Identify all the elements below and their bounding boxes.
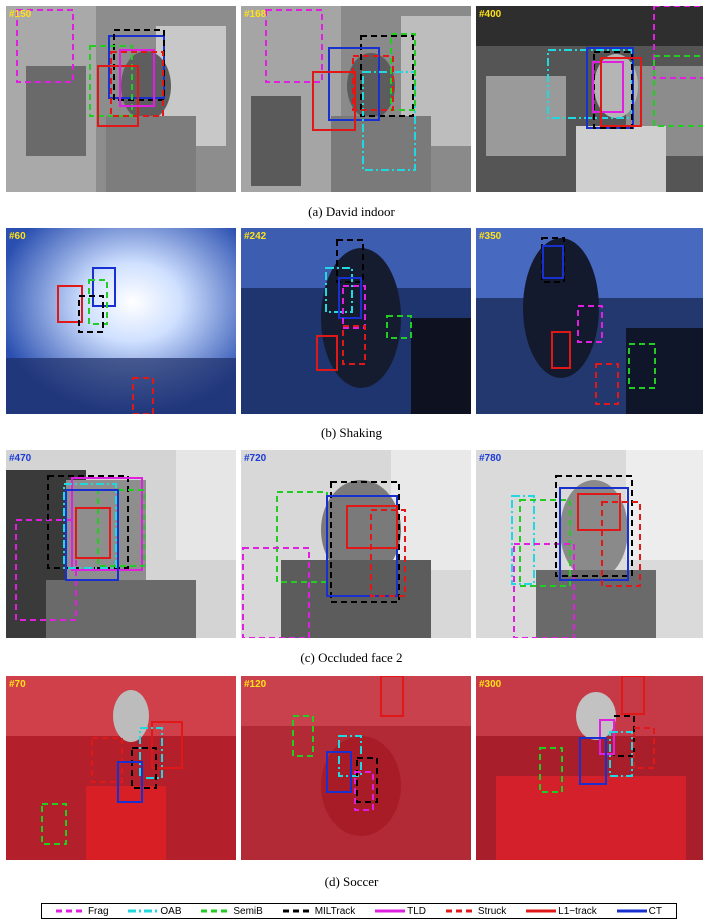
legend-label: Frag xyxy=(87,905,109,917)
frame-number: #120 xyxy=(244,679,267,690)
david-frame-2 xyxy=(241,6,471,192)
occluded-frame-2 xyxy=(241,450,471,638)
shaking-frame-1 xyxy=(6,228,236,414)
frame-number: #470 xyxy=(9,453,32,464)
frame-image: #350 xyxy=(476,228,703,414)
frame-number: #168 xyxy=(244,9,267,20)
frame-image: #720 xyxy=(241,450,471,638)
caption-b: (b) Shaking xyxy=(320,425,383,440)
frame-number: #242 xyxy=(244,231,267,242)
legend-item-struck: Struck xyxy=(445,905,507,917)
frame-number: #720 xyxy=(244,453,267,464)
tracker-legend: Frag OAB SemiB MILTrack TLD Struck L1−tr… xyxy=(41,903,677,919)
frame-image: #470 xyxy=(6,450,236,638)
legend-label: Struck xyxy=(477,905,507,917)
frame-image: #60 xyxy=(6,228,236,414)
shaking-frame-3 xyxy=(476,228,703,414)
legend-item-miltrack: MILTrack xyxy=(282,905,356,917)
shaking-frame-2 xyxy=(241,228,471,414)
frame-number: #350 xyxy=(479,231,502,242)
frame-number: #780 xyxy=(479,453,502,464)
section-david-indoor: #150 #168 xyxy=(0,0,703,220)
legend-item-semib: SemiB xyxy=(201,905,263,917)
occluded-frame-3 xyxy=(476,450,703,638)
soccer-frame-2 xyxy=(241,676,471,860)
legend-label: SemiB xyxy=(233,905,263,917)
frame-number: #60 xyxy=(9,231,26,242)
david-frame-1 xyxy=(6,6,236,192)
legend-label: CT xyxy=(648,905,662,917)
legend-swatch xyxy=(616,909,647,913)
legend-label: L1−track xyxy=(558,905,597,917)
frame-image: #120 xyxy=(241,676,471,860)
frame-number: #70 xyxy=(9,679,26,690)
frame-image: #780 xyxy=(476,450,703,638)
frame-number: #400 xyxy=(479,9,502,20)
frame-image: #400 xyxy=(476,6,703,192)
legend-label: TLD xyxy=(407,905,427,917)
frame-number: #150 xyxy=(9,9,32,20)
soccer-frame-3 xyxy=(476,676,703,860)
legend-swatch xyxy=(201,909,232,913)
caption-c: (c) Occluded face 2 xyxy=(300,650,403,665)
caption-d: (d) Soccer xyxy=(324,874,379,889)
section-soccer: #70 #120 #300 ( xyxy=(0,666,703,898)
legend-swatch xyxy=(282,909,313,913)
frame-image: #242 xyxy=(241,228,471,414)
frame-number: #300 xyxy=(479,679,502,690)
caption-a: (a) David indoor xyxy=(308,204,395,219)
legend-item-l1-track: L1−track xyxy=(526,906,597,917)
soccer-frame-1 xyxy=(6,676,236,860)
frame-image: #168 xyxy=(241,6,471,192)
david-frame-3 xyxy=(476,6,703,192)
legend-item-oab: OAB xyxy=(128,905,182,917)
legend-swatch xyxy=(128,909,159,913)
legend-item-ct: CT xyxy=(616,905,662,917)
legend-label: MILTrack xyxy=(314,905,356,917)
legend-item-frag: Frag xyxy=(55,905,109,917)
legend-swatch xyxy=(375,909,406,913)
legend-swatch xyxy=(526,909,557,913)
section-occluded-face: #470 #720 #78 xyxy=(0,442,703,666)
legend-swatch xyxy=(55,909,86,913)
legend-label: OAB xyxy=(160,905,182,917)
frame-image: #70 xyxy=(6,676,236,860)
frame-image: #150 xyxy=(6,6,236,192)
legend-swatch xyxy=(445,909,476,913)
section-shaking: #60 #242 #350 xyxy=(0,220,703,442)
frame-image: #300 xyxy=(476,676,703,860)
occluded-frame-1 xyxy=(6,450,236,638)
legend-item-tld: TLD xyxy=(375,906,426,917)
